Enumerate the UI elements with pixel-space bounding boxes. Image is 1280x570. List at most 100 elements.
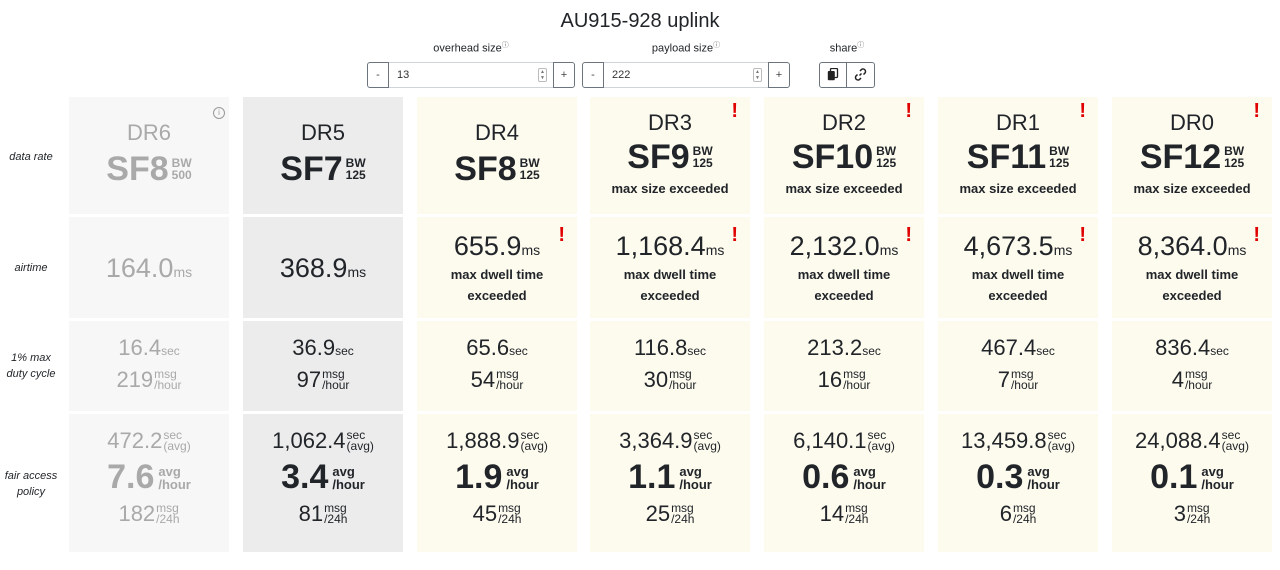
bw-value: 125 xyxy=(345,168,366,182)
duty-sec-unit: sec xyxy=(161,344,180,358)
fap-msg-value: 45 xyxy=(472,501,498,526)
size-warning: max size exceeded xyxy=(785,181,903,196)
duty-msg-value: 30 xyxy=(643,367,669,392)
bw-label: BW xyxy=(345,156,366,170)
spreading-factor: SF11 xyxy=(966,138,1047,176)
airtime-cell: ! 2,132.0ms max dwell time exceeded xyxy=(764,217,924,318)
duty-msg-value: 4 xyxy=(1171,367,1184,392)
warning-icon: ! xyxy=(1079,100,1086,122)
duty-msg-value: 219 xyxy=(116,367,154,392)
dr-label: DR6 xyxy=(126,120,171,145)
bw-label: BW xyxy=(692,144,713,158)
copy-button[interactable] xyxy=(819,61,847,88)
spinner-icon[interactable]: ▲ ▼ xyxy=(538,67,547,82)
duty-sec-unit: sec xyxy=(862,344,881,358)
duty-sec-value: 836.4 xyxy=(1155,335,1211,360)
duty-sec-value: 16.4 xyxy=(118,335,162,360)
dr-label: DR4 xyxy=(474,120,519,145)
duty-cycle-cell: 836.4sec 4 msg/hour xyxy=(1112,321,1272,411)
airtime-value: 8,364.0 xyxy=(1137,231,1228,261)
dr-label: DR2 xyxy=(821,110,866,135)
airtime-value: 368.9 xyxy=(279,253,348,283)
data-rate-cell: ! DR3 SF9 BW 125 max size exceeded xyxy=(590,97,750,214)
fap-sec-value: 1,888.9 xyxy=(446,428,520,453)
warning-icon: ! xyxy=(731,100,738,122)
payload-increment-button[interactable]: + xyxy=(768,61,790,88)
bw-label: BW xyxy=(171,156,192,170)
airtime-unit: ms xyxy=(1053,242,1073,258)
airtime-value: 4,673.5 xyxy=(963,231,1054,261)
spreading-factor: SF9 xyxy=(627,138,690,176)
fap-avg-value: 3.4 xyxy=(281,458,329,496)
spreading-factor: SF8 xyxy=(106,150,169,188)
dr-label: DR3 xyxy=(647,110,692,135)
fap-avg-value: 0.6 xyxy=(802,458,850,496)
airtime-value: 655.9 xyxy=(453,231,522,261)
duty-sec-unit: sec xyxy=(509,344,528,358)
bw-label: BW xyxy=(876,144,897,158)
spinner-icon[interactable]: ▲ ▼ xyxy=(753,67,762,82)
fap-msg-value: 6 xyxy=(999,501,1012,526)
airtime-unit: ms xyxy=(173,264,193,280)
airtime-unit: ms xyxy=(879,242,899,258)
share-control: shareⓘ xyxy=(819,40,875,88)
link-icon xyxy=(854,68,867,81)
fap-msg-value: 14 xyxy=(819,501,845,526)
overhead-increment-button[interactable]: + xyxy=(553,61,575,88)
data-rate-cell: ! DR0 SF12 BW 125 max size exceeded xyxy=(1112,97,1272,214)
link-button[interactable] xyxy=(847,61,875,88)
payload-size-label: payload sizeⓘ xyxy=(651,42,721,55)
overhead-size-label: overhead sizeⓘ xyxy=(433,42,509,55)
overhead-size-input[interactable]: 13 ▲ ▼ xyxy=(389,61,553,88)
copy-icon xyxy=(827,68,839,81)
row-label-airtime: airtime xyxy=(14,262,48,274)
duty-cycle-cell: 65.6sec 54 msg/hour xyxy=(417,321,577,411)
spreading-factor: SF8 xyxy=(454,150,517,188)
size-warning: max size exceeded xyxy=(1133,181,1251,196)
info-icon[interactable]: ⓘ xyxy=(857,42,865,49)
duty-sec-unit: sec xyxy=(1210,344,1229,358)
payload-size-input[interactable]: 222 ▲ ▼ xyxy=(604,61,768,88)
fap-msg-value: 81 xyxy=(298,501,324,526)
warning-icon: ! xyxy=(1253,224,1260,246)
duty-sec-value: 467.4 xyxy=(981,335,1037,360)
bw-label: BW xyxy=(519,156,540,170)
airtime-value: 2,132.0 xyxy=(789,231,880,261)
info-icon[interactable]: i xyxy=(213,107,225,119)
share-label: shareⓘ xyxy=(829,42,865,55)
bw-value: 125 xyxy=(519,168,540,182)
warning-icon: ! xyxy=(905,224,912,246)
fap-avg-value: 1.1 xyxy=(628,458,676,496)
spreading-factor: SF12 xyxy=(1139,138,1222,176)
duty-msg-value: 54 xyxy=(470,367,496,392)
fap-avg-value: 0.3 xyxy=(976,458,1024,496)
duty-msg-value: 7 xyxy=(997,367,1010,392)
airtime-unit: ms xyxy=(521,242,541,258)
data-rate-cell: DR5 SF7 BW 125 xyxy=(243,97,403,214)
airtime-value: 164.0 xyxy=(105,253,174,283)
dwell-warning: max dwell time exceeded xyxy=(797,267,891,303)
dwell-warning: max dwell time exceeded xyxy=(971,267,1065,303)
dwell-warning: max dwell time exceeded xyxy=(1145,267,1239,303)
fap-sec-value: 3,364.9 xyxy=(619,428,693,453)
payload-decrement-button[interactable]: - xyxy=(582,61,604,88)
airtime-unit: ms xyxy=(347,264,367,280)
info-icon[interactable]: ⓘ xyxy=(713,42,721,49)
fair-access-cell: 6,140.1 sec (avg) 0.6 avg/hour 14 msg/24h xyxy=(764,414,924,552)
payload-size-control: payload sizeⓘ - 222 ▲ ▼ + xyxy=(582,40,790,88)
duty-cycle-cell: 116.8sec 30 msg/hour xyxy=(590,321,750,411)
bw-label: BW xyxy=(1224,144,1245,158)
airtime-unit: ms xyxy=(1227,242,1247,258)
warning-icon: ! xyxy=(558,224,565,246)
overhead-decrement-button[interactable]: - xyxy=(367,61,389,88)
data-rate-cell: ! DR1 SF11 BW 125 max size exceeded xyxy=(938,97,1098,214)
spreading-factor: SF10 xyxy=(791,138,874,176)
duty-sec-unit: sec xyxy=(1036,344,1055,358)
duty-sec-value: 36.9 xyxy=(292,335,336,360)
warning-icon: ! xyxy=(731,224,738,246)
info-icon[interactable]: ⓘ xyxy=(501,42,509,49)
bw-value: 125 xyxy=(876,156,897,170)
airtime-cell: ! 4,673.5ms max dwell time exceeded xyxy=(938,217,1098,318)
data-rate-cell: ! DR2 SF10 BW 125 max size exceeded xyxy=(764,97,924,214)
fair-access-cell: 3,364.9 sec (avg) 1.1 avg/hour 25 msg/24h xyxy=(590,414,750,552)
